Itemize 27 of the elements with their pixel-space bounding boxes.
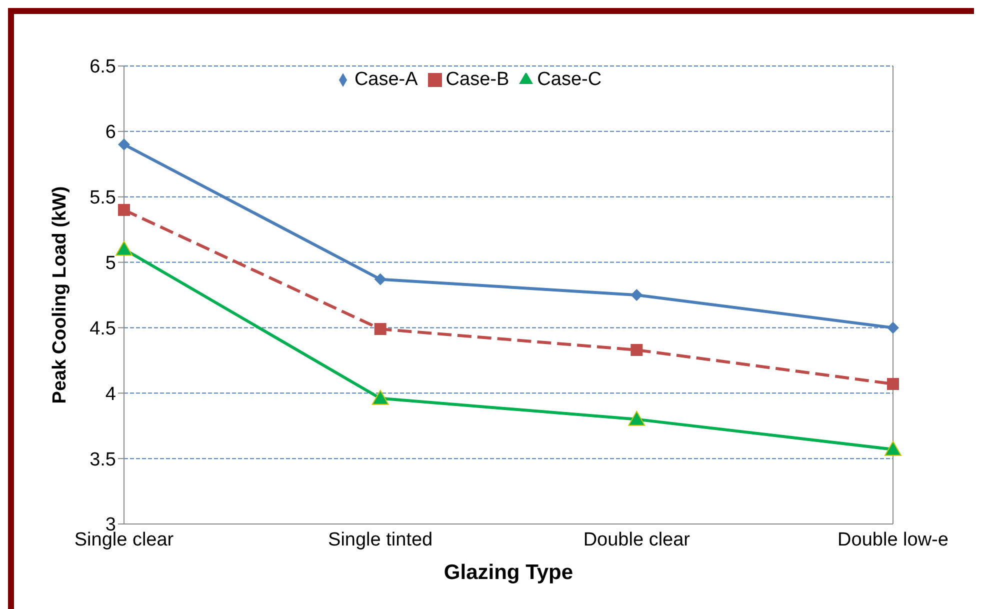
point	[374, 323, 386, 336]
x-axis-title: Glazing Type	[444, 561, 574, 584]
point	[374, 273, 386, 286]
x-tick-label: Single tinted	[328, 529, 433, 550]
legend-label: Case-B	[446, 69, 510, 90]
point	[884, 440, 902, 456]
point	[372, 390, 389, 405]
point	[116, 240, 132, 256]
y-tick-label: 6.5	[90, 56, 116, 78]
x-tick-label: Double clear	[583, 529, 691, 550]
point	[628, 410, 646, 426]
y-tick-label: 4.5	[90, 318, 116, 340]
x-tick-label: Double low-e	[838, 529, 948, 550]
point	[630, 289, 643, 301]
y-tick-label: 6	[105, 122, 116, 144]
point	[118, 204, 130, 216]
legend-label: Case-A	[354, 69, 418, 90]
y-tick-label: 5	[105, 253, 116, 274]
y-axis-title: Peak Cooling Load (kW)	[50, 186, 71, 404]
legend-label: Case-C	[537, 69, 602, 90]
point	[630, 344, 643, 356]
y-tick-label: 3.5	[90, 449, 116, 470]
y-tick-label: 5.5	[90, 188, 116, 209]
point	[887, 322, 899, 334]
point	[118, 138, 130, 151]
point	[887, 378, 899, 390]
y-tick-label: 4	[105, 384, 116, 405]
